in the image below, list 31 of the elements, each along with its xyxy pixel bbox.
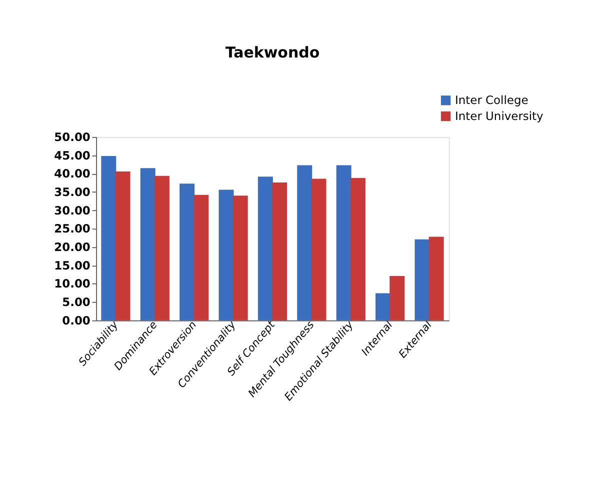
bar — [272, 182, 288, 320]
bar — [154, 176, 170, 320]
chart-title: Taekwondo — [225, 44, 320, 62]
y-tick-label: 15.00 — [54, 258, 90, 272]
y-tick-label: 25.00 — [54, 222, 90, 236]
bar — [140, 168, 156, 320]
bar — [428, 236, 444, 320]
y-tick-label: 30.00 — [54, 203, 90, 218]
bar — [336, 165, 352, 320]
bar — [311, 178, 326, 320]
bar — [414, 239, 430, 320]
bar — [194, 194, 209, 320]
y-tick-label: 40.00 — [54, 166, 90, 181]
bar — [101, 156, 116, 320]
legend-label: Inter University — [455, 108, 544, 123]
bar — [390, 276, 405, 320]
y-tick-label: 20.00 — [54, 240, 90, 254]
bar — [297, 165, 312, 320]
y-tick-label: 50.00 — [54, 130, 90, 144]
y-tick-label: 10.00 — [54, 276, 90, 291]
bar — [115, 171, 130, 320]
bar — [180, 184, 195, 320]
y-tick-label: 5.00 — [62, 295, 90, 310]
bar — [376, 293, 391, 320]
bar — [350, 178, 366, 320]
y-tick-label: 35.00 — [54, 184, 90, 199]
legend-label: Inter College — [455, 92, 528, 107]
bar — [232, 196, 248, 320]
bar — [218, 190, 234, 320]
bar — [258, 176, 273, 320]
y-tick-label: 45.00 — [54, 148, 90, 162]
